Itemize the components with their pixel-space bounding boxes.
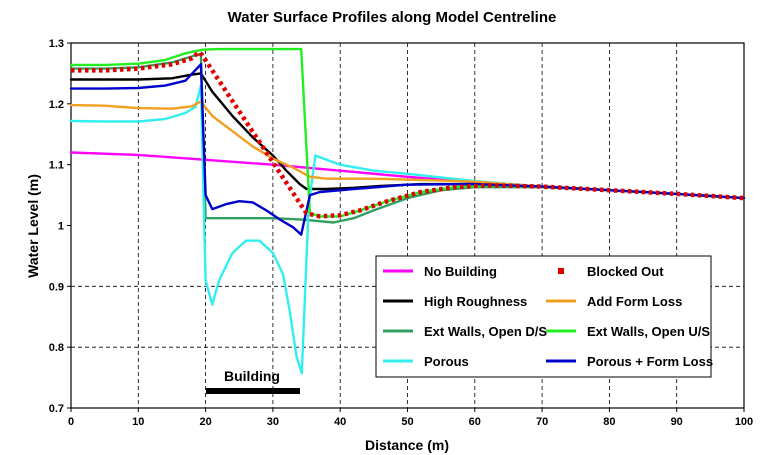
x-tick-label: 100 bbox=[735, 416, 753, 428]
y-tick-label: 1 bbox=[58, 221, 64, 233]
x-tick-label: 0 bbox=[68, 416, 74, 428]
y-tick-label: 1.3 bbox=[49, 38, 64, 50]
legend-items: No Building Blocked Out High Roughness Add … bbox=[383, 264, 713, 369]
x-tick-label: 50 bbox=[401, 416, 413, 428]
legend-label: Porous bbox=[424, 354, 469, 369]
x-tick-label: 40 bbox=[334, 416, 346, 428]
y-tick-label: 0.7 bbox=[49, 403, 64, 415]
y-tick-label: 1.1 bbox=[49, 160, 64, 172]
x-axis-label: Distance (m) bbox=[365, 437, 449, 453]
legend-swatch bbox=[558, 268, 564, 274]
x-tick-label: 30 bbox=[267, 416, 279, 428]
series-blocked-out bbox=[71, 49, 745, 219]
x-tick-label: 70 bbox=[536, 416, 548, 428]
legend: No Building Blocked Out High Roughness Add … bbox=[375, 255, 713, 378]
y-axis-label: Water Level (m) bbox=[25, 174, 41, 278]
x-tick-label: 80 bbox=[603, 416, 615, 428]
x-tick-label: 90 bbox=[671, 416, 683, 428]
x-tick-label: 60 bbox=[469, 416, 481, 428]
x-tick-label: 20 bbox=[199, 416, 211, 428]
axis-ticks: 0 10 20 30 40 50 60 70 80 90 100 0.7 0.8 0.9 1 1.1 1.2 1.… bbox=[49, 38, 753, 428]
legend-label: Ext Walls, Open D/S bbox=[424, 324, 547, 339]
legend-label: Blocked Out bbox=[587, 264, 664, 279]
y-tick-label: 0.9 bbox=[49, 281, 64, 293]
building-label: Building bbox=[224, 368, 280, 384]
series-lines bbox=[69, 47, 746, 375]
legend-label: Porous + Form Loss bbox=[587, 354, 713, 369]
legend-label: High Roughness bbox=[424, 294, 527, 309]
legend-label: Ext Walls, Open U/S bbox=[587, 324, 710, 339]
legend-box bbox=[375, 255, 712, 378]
series-porous bbox=[69, 84, 746, 375]
y-tick-label: 1.2 bbox=[49, 99, 64, 111]
legend-label: No Building bbox=[424, 264, 497, 279]
chart-title: Water Surface Profiles along Model Centr… bbox=[228, 9, 557, 26]
x-tick-label: 10 bbox=[132, 416, 144, 428]
y-tick-label: 0.8 bbox=[49, 342, 64, 354]
series-porous-form-loss bbox=[69, 63, 746, 236]
legend-label: Add Form Loss bbox=[587, 294, 682, 309]
